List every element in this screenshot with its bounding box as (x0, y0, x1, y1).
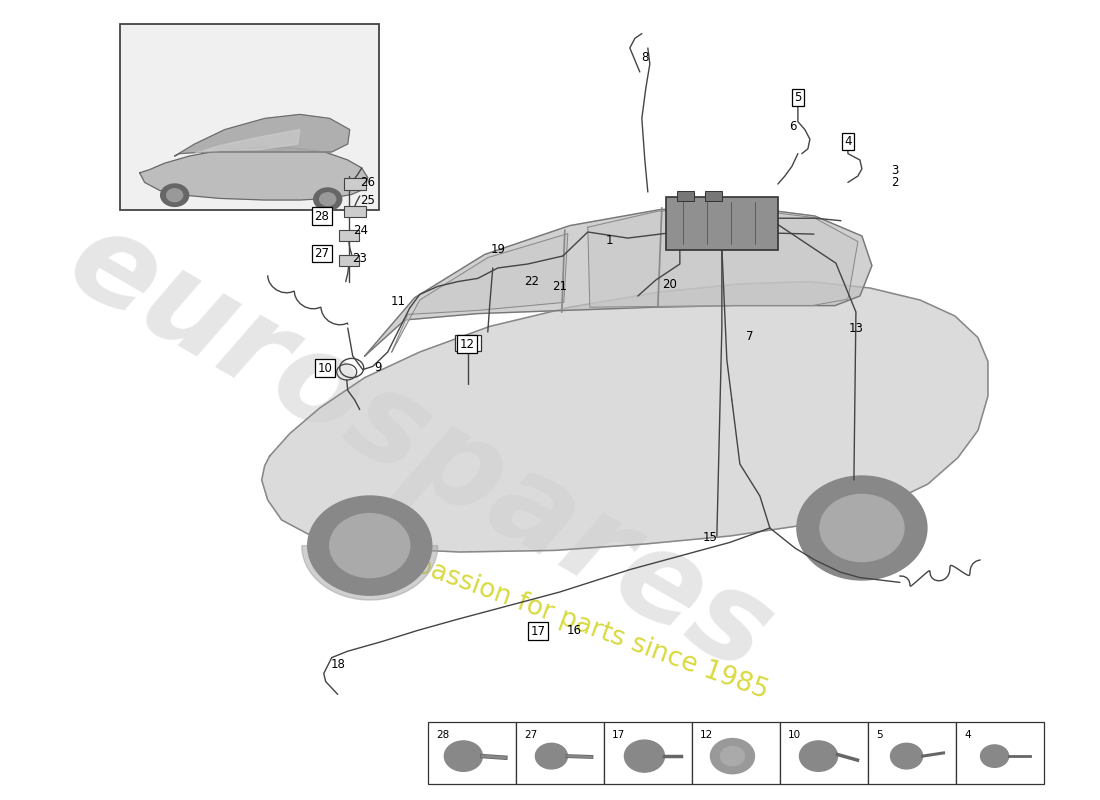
FancyBboxPatch shape (339, 255, 359, 266)
FancyBboxPatch shape (454, 335, 481, 351)
Text: 5: 5 (794, 91, 802, 104)
Text: 7: 7 (746, 330, 754, 342)
Text: 9: 9 (374, 361, 382, 374)
Polygon shape (365, 206, 872, 356)
Polygon shape (301, 546, 438, 600)
Text: 20: 20 (662, 278, 678, 290)
Text: 23: 23 (352, 252, 367, 265)
Polygon shape (262, 282, 988, 552)
FancyBboxPatch shape (339, 230, 359, 241)
Text: 22: 22 (525, 275, 539, 288)
Text: a passion for parts since 1985: a passion for parts since 1985 (388, 543, 772, 705)
Text: 10: 10 (317, 362, 332, 374)
FancyBboxPatch shape (666, 197, 778, 250)
Text: 15: 15 (703, 531, 717, 544)
Text: 21: 21 (552, 280, 568, 293)
Circle shape (891, 743, 923, 769)
Text: 28: 28 (436, 730, 449, 739)
Text: 2: 2 (891, 176, 899, 189)
Circle shape (796, 476, 927, 580)
Text: 16: 16 (566, 624, 581, 637)
Circle shape (320, 193, 336, 206)
FancyBboxPatch shape (516, 722, 604, 784)
FancyBboxPatch shape (343, 206, 365, 217)
Text: 13: 13 (848, 322, 864, 334)
Text: 3: 3 (891, 164, 899, 177)
FancyBboxPatch shape (428, 722, 516, 784)
Text: 28: 28 (315, 210, 329, 222)
Circle shape (444, 741, 483, 771)
Circle shape (161, 184, 189, 206)
Circle shape (330, 514, 410, 578)
FancyBboxPatch shape (343, 178, 365, 190)
Text: 1: 1 (606, 234, 614, 246)
Circle shape (167, 189, 183, 202)
Polygon shape (195, 130, 299, 154)
FancyBboxPatch shape (120, 24, 378, 210)
Text: 5: 5 (876, 730, 882, 739)
Text: 12: 12 (700, 730, 713, 739)
Text: 4: 4 (964, 730, 970, 739)
Text: 27: 27 (315, 247, 329, 260)
Text: 17: 17 (612, 730, 625, 739)
Text: 12: 12 (460, 338, 474, 350)
Polygon shape (587, 208, 858, 307)
Text: 18: 18 (330, 658, 345, 670)
Circle shape (308, 496, 432, 595)
Text: eurospares: eurospares (47, 198, 792, 698)
Circle shape (625, 740, 664, 772)
Circle shape (314, 188, 342, 210)
FancyBboxPatch shape (604, 722, 692, 784)
Circle shape (536, 743, 568, 769)
Circle shape (980, 745, 1009, 767)
Text: 25: 25 (361, 194, 375, 207)
FancyBboxPatch shape (956, 722, 1044, 784)
Text: 10: 10 (788, 730, 801, 739)
FancyBboxPatch shape (868, 722, 956, 784)
Text: 11: 11 (390, 295, 405, 308)
Polygon shape (175, 114, 350, 156)
Text: 6: 6 (789, 120, 796, 133)
Text: 17: 17 (530, 625, 546, 638)
FancyBboxPatch shape (676, 191, 694, 201)
Text: 19: 19 (491, 243, 505, 256)
Text: 4: 4 (844, 135, 851, 148)
Circle shape (800, 741, 837, 771)
Circle shape (720, 746, 745, 766)
Circle shape (820, 494, 904, 562)
FancyBboxPatch shape (780, 722, 868, 784)
FancyBboxPatch shape (705, 191, 722, 201)
Polygon shape (392, 234, 568, 352)
Text: 26: 26 (360, 176, 375, 189)
Text: 27: 27 (524, 730, 537, 739)
Text: 8: 8 (641, 51, 649, 64)
Polygon shape (140, 147, 367, 200)
Text: 24: 24 (353, 224, 369, 237)
Circle shape (711, 738, 755, 774)
FancyBboxPatch shape (692, 722, 780, 784)
